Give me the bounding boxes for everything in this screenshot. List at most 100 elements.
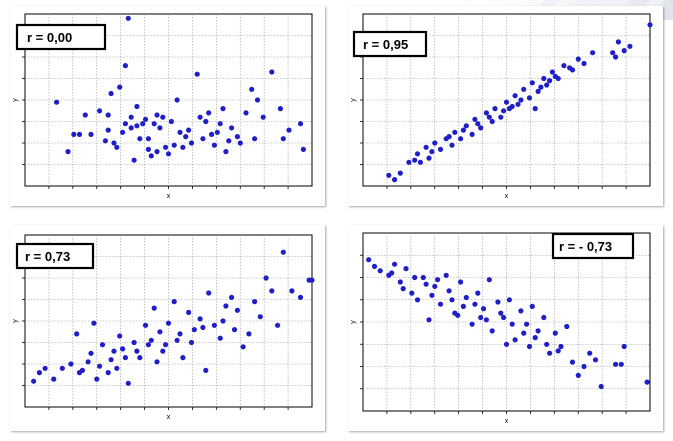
data-point [521,86,527,92]
data-point [558,343,564,350]
data-point [137,136,143,142]
data-point [475,121,481,127]
data-point [165,151,172,157]
data-point [555,348,561,354]
data-point [168,118,174,125]
data-point [223,149,229,155]
data-point [154,149,160,155]
data-point [148,153,154,159]
data-point [223,303,229,309]
data-point [131,157,137,163]
correlation-box [15,23,107,51]
data-point [99,342,106,348]
data-point [552,73,558,79]
data-point [515,101,521,107]
x-axis-label: x [167,414,171,421]
data-point [217,121,223,127]
data-point [437,301,444,307]
data-point [117,333,123,339]
data-point [186,127,192,133]
data-point [592,357,599,363]
data-point [102,138,108,144]
data-point [627,43,633,49]
data-point [160,114,166,120]
data-point [125,15,131,21]
data-point [386,172,392,178]
data-point [257,314,263,320]
data-point [460,303,466,309]
data-point [134,123,140,129]
data-point [498,310,504,316]
data-point [234,307,240,313]
data-point [495,299,501,305]
data-point [211,142,217,148]
data-point [88,131,94,137]
data-point [154,359,160,365]
data-point [163,342,169,348]
data-point [492,106,498,112]
data-point [186,309,192,315]
data-point [280,249,286,255]
data-point [541,75,547,82]
y-axis-label: y [350,320,357,324]
data-point [269,69,275,75]
data-point [547,78,553,84]
data-point [171,142,177,148]
data-point [435,277,441,283]
data-point [122,121,128,127]
data-point [501,314,507,321]
data-point [472,301,478,307]
data-point [403,266,409,272]
data-point [105,370,111,376]
data-point [194,71,200,77]
data-point [406,159,412,165]
data-point [472,116,478,122]
data-point [140,121,146,127]
data-point [524,321,530,327]
data-point [51,376,57,382]
scatter-panel-bottom-left: x y r = 0,73 [10,225,325,431]
data-point [409,290,415,296]
data-point [111,140,117,146]
data-point [644,379,650,385]
data-point [512,337,518,343]
data-point [547,350,553,356]
data-point [91,320,97,326]
data-point [486,277,492,283]
scatter-panel-bottom-right: x y r = - 0,73 [348,225,663,431]
data-point [564,323,570,330]
data-point [249,86,255,92]
data-point [581,60,587,67]
data-point [105,127,111,133]
data-point [458,279,464,285]
data-point [526,95,533,101]
data-point [526,343,533,350]
data-point [518,308,524,314]
correlation-box [352,30,428,58]
data-point [68,361,74,367]
data-point [203,367,209,373]
data-point [423,281,429,287]
correlation-label: r = - 0,73 [559,239,612,254]
data-point [254,97,261,103]
data-point [392,177,398,183]
data-point [610,50,616,56]
data-point [220,318,226,324]
data-point [392,261,398,267]
data-point [31,378,37,384]
data-point [529,303,535,309]
x-axis-label: x [505,193,509,200]
data-point [97,363,103,369]
data-point [463,294,469,301]
data-point [277,106,283,112]
data-point [475,290,481,296]
data-point [377,268,383,274]
data-point [538,84,544,90]
data-point [108,90,114,97]
data-point [297,294,304,300]
data-point [206,290,212,296]
data-point [217,335,223,341]
data-point [397,170,403,176]
data-point [160,348,166,354]
data-point [145,342,151,348]
